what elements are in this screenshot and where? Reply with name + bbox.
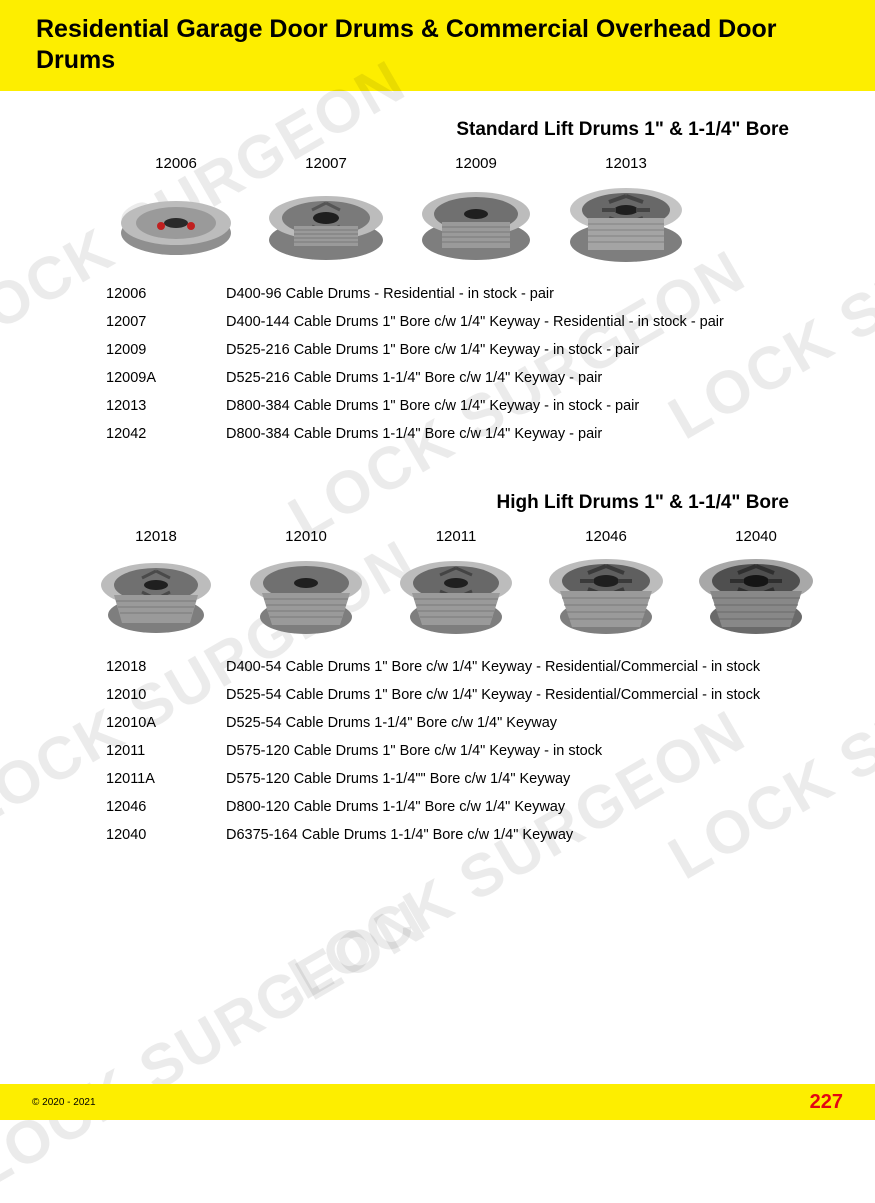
spec-code: 12007 [106,314,226,330]
drum-item: 12006 [106,155,246,268]
drum-label: 12007 [305,155,347,172]
table-row: 12011AD575-120 Cable Drums 1-1/4"" Bore … [106,771,809,787]
spec-desc: D525-54 Cable Drums 1" Bore c/w 1/4" Key… [226,687,809,703]
spec-code: 12042 [106,426,226,442]
drum-label: 12040 [735,528,777,545]
drum-item: 12009 [406,155,546,268]
drum-icon [94,551,219,641]
table-row: 12007D400-144 Cable Drums 1" Bore c/w 1/… [106,314,809,330]
page-number: 227 [810,1091,843,1114]
table-row: 12040D6375-164 Cable Drums 1-1/4" Bore c… [106,827,809,843]
spec-desc: D575-120 Cable Drums 1-1/4"" Bore c/w 1/… [226,771,809,787]
spec-table: 12018D400-54 Cable Drums 1" Bore c/w 1/4… [36,659,839,843]
table-row: 12042D800-384 Cable Drums 1-1/4" Bore c/… [106,426,809,442]
spec-desc: D800-384 Cable Drums 1-1/4" Bore c/w 1/4… [226,426,809,442]
drum-item: 12040 [686,528,826,641]
drum-item: 12010 [236,528,376,641]
copyright-text: © 2020 - 2021 [32,1097,96,1108]
page-title: Residential Garage Door Drums & Commerci… [36,14,839,77]
table-row: 12009AD525-216 Cable Drums 1-1/4" Bore c… [106,370,809,386]
drum-item: 12007 [256,155,396,268]
drum-item: 12046 [536,528,676,641]
drum-icon [564,178,689,268]
spec-desc: D6375-164 Cable Drums 1-1/4" Bore c/w 1/… [226,827,809,843]
spec-desc: D525-216 Cable Drums 1" Bore c/w 1/4" Ke… [226,342,809,358]
table-row: 12013D800-384 Cable Drums 1" Bore c/w 1/… [106,398,809,414]
spec-code: 12006 [106,286,226,302]
drum-label: 12009 [455,155,497,172]
section-title: High Lift Drums 1" & 1-1/4" Bore [36,492,839,514]
drum-image-row: 12006 12007 [36,155,839,268]
table-row: 12010AD525-54 Cable Drums 1-1/4" Bore c/… [106,715,809,731]
spec-desc: D525-54 Cable Drums 1-1/4" Bore c/w 1/4"… [226,715,809,731]
drum-image-row: 12018 12010 [36,528,839,641]
spec-code: 12010A [106,715,226,731]
spec-code: 12010 [106,687,226,703]
spec-desc: D400-54 Cable Drums 1" Bore c/w 1/4" Key… [226,659,809,675]
drum-label: 12010 [285,528,327,545]
drum-label: 12006 [155,155,197,172]
spec-code: 12009 [106,342,226,358]
drum-label: 12013 [605,155,647,172]
spec-code: 12011A [106,771,226,787]
section-title: Standard Lift Drums 1" & 1-1/4" Bore [36,119,839,141]
table-row: 12011D575-120 Cable Drums 1" Bore c/w 1/… [106,743,809,759]
watermark-icon: LOCK SURGEON [0,886,437,1203]
spec-code: 12040 [106,827,226,843]
page-footer: © 2020 - 2021 227 [0,1084,875,1120]
drum-item: 12011 [386,528,526,641]
spec-code: 12009A [106,370,226,386]
spec-code: 12013 [106,398,226,414]
drum-icon [544,551,669,641]
spec-desc: D800-120 Cable Drums 1-1/4" Bore c/w 1/4… [226,799,809,815]
spec-desc: D400-144 Cable Drums 1" Bore c/w 1/4" Ke… [226,314,809,330]
drum-icon [414,178,539,268]
spec-desc: D525-216 Cable Drums 1-1/4" Bore c/w 1/4… [226,370,809,386]
drum-icon [694,551,819,641]
drum-label: 12018 [135,528,177,545]
drum-label: 12046 [585,528,627,545]
spec-code: 12011 [106,743,226,759]
drum-item: 12013 [556,155,696,268]
spec-desc: D800-384 Cable Drums 1" Bore c/w 1/4" Ke… [226,398,809,414]
spec-table: 12006D400-96 Cable Drums - Residential -… [36,286,839,442]
section-standard-lift: Standard Lift Drums 1" & 1-1/4" Bore 120… [0,119,875,442]
table-row: 12046D800-120 Cable Drums 1-1/4" Bore c/… [106,799,809,815]
drum-item: 12018 [86,528,226,641]
spec-code: 12046 [106,799,226,815]
drum-icon [264,178,389,268]
spec-code: 12018 [106,659,226,675]
table-row: 12010D525-54 Cable Drums 1" Bore c/w 1/4… [106,687,809,703]
spec-desc: D400-96 Cable Drums - Residential - in s… [226,286,809,302]
table-row: 12009D525-216 Cable Drums 1" Bore c/w 1/… [106,342,809,358]
drum-icon [244,551,369,641]
page-header: Residential Garage Door Drums & Commerci… [0,0,875,91]
table-row: 12006D400-96 Cable Drums - Residential -… [106,286,809,302]
drum-icon [394,551,519,641]
table-row: 12018D400-54 Cable Drums 1" Bore c/w 1/4… [106,659,809,675]
section-high-lift: High Lift Drums 1" & 1-1/4" Bore 12018 1… [0,492,875,843]
drum-label: 12011 [436,528,477,545]
spec-desc: D575-120 Cable Drums 1" Bore c/w 1/4" Ke… [226,743,809,759]
drum-icon [114,178,239,268]
